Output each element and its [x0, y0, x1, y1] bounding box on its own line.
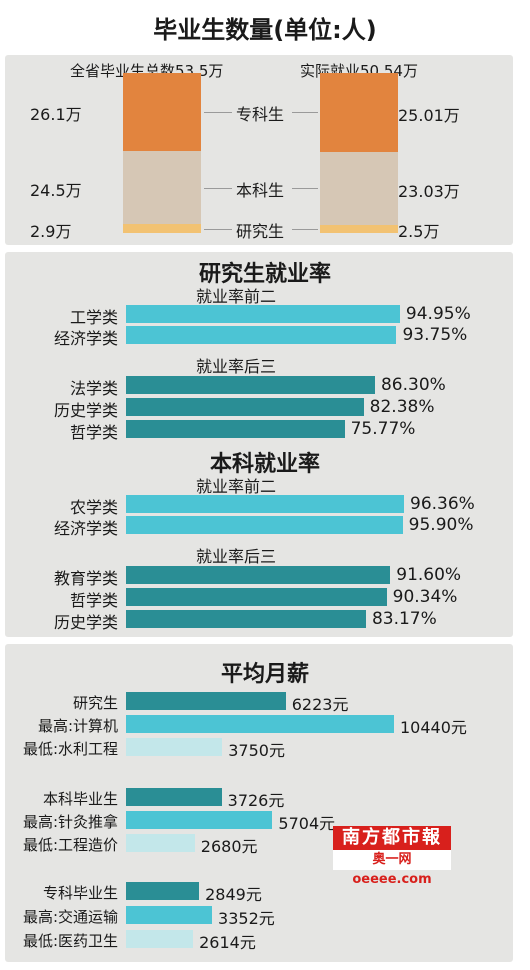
rate-bar	[126, 610, 366, 628]
bar-category-label: 最高:交通运输	[22, 908, 118, 926]
bar-category-label: 工学类	[69, 308, 118, 327]
salary-bar	[126, 811, 273, 829]
group-subtitle: 就业率前二	[196, 477, 277, 496]
bar-category-label: 哲学类	[69, 591, 118, 610]
rate-bar	[126, 566, 391, 584]
bar-value-label: 90.34%	[392, 587, 458, 607]
rate-bar	[126, 398, 364, 416]
bar-category-label: 最低:工程造价	[22, 836, 118, 854]
bar-value-label: 83.17%	[371, 609, 437, 629]
bar-category-label: 历史学类	[53, 613, 118, 632]
bar-category-label: 法学类	[69, 379, 118, 398]
salary-bar	[126, 930, 194, 948]
data-label: 26.1万	[30, 105, 82, 125]
stacked-bar-segment	[320, 152, 398, 226]
stacked-bar-segment	[123, 73, 201, 152]
bar-value-label: 10440元	[400, 718, 467, 737]
salary-bar	[126, 692, 286, 710]
connector-line	[204, 188, 232, 190]
bar-category-label: 最低:医药卫生	[22, 932, 118, 950]
bar-value-label: 82.38%	[369, 397, 435, 417]
bar-category-label: 农学类	[69, 498, 118, 517]
bar-category-label: 专科毕业生	[42, 884, 118, 902]
chart-title: 平均月薪	[220, 662, 309, 687]
connector-line	[292, 112, 318, 114]
stacked-bar-segment	[320, 73, 398, 153]
bar-value-label: 91.60%	[396, 565, 462, 585]
bar-value-label: 3750元	[228, 741, 285, 760]
rate-bar	[126, 326, 397, 344]
rate-bar	[126, 588, 387, 606]
bar-category-label: 本科毕业生	[42, 790, 118, 808]
bar-value-label: 2849元	[205, 885, 262, 904]
bar-value-label: 86.30%	[380, 375, 446, 395]
connector-line	[292, 188, 318, 190]
series-label: 专科生	[236, 105, 285, 125]
page-title: 毕业生数量(单位:人)	[153, 16, 377, 44]
bar-value-label: 6223元	[291, 695, 349, 714]
data-label: 23.03万	[398, 181, 460, 201]
data-label: 2.9万	[30, 221, 72, 241]
connector-line	[204, 112, 232, 114]
bar-category-label: 教育学类	[53, 569, 118, 588]
bar-value-label: 2680元	[200, 837, 258, 856]
group-subtitle: 就业率后三	[196, 547, 277, 566]
bar-category-label: 研究生	[72, 694, 118, 712]
bar-value-label: 75.77%	[350, 419, 416, 439]
chart-title: 本科就业率	[209, 452, 320, 477]
salary-bar	[126, 738, 223, 756]
website-logo: 奥一网 oeeee.com	[333, 850, 451, 887]
bar-value-label: 94.95%	[405, 304, 471, 324]
graduate-count-panel	[5, 55, 513, 245]
rate-bar	[126, 376, 375, 394]
data-label: 25.01万	[398, 105, 460, 125]
bar-category-label: 经济学类	[53, 519, 118, 538]
stacked-bar-segment	[123, 224, 201, 233]
rate-bar	[126, 516, 403, 534]
bar-category-label: 历史学类	[53, 401, 118, 420]
salary-bar	[126, 882, 200, 900]
series-label: 本科生	[236, 181, 285, 201]
bar-value-label: 93.75%	[402, 325, 468, 345]
data-label: 24.5万	[30, 180, 82, 200]
rate-bar	[126, 420, 345, 438]
bar-category-label: 最高:针灸推拿	[22, 813, 118, 831]
bar-value-label: 96.36%	[410, 494, 475, 514]
bar-value-label: 3352元	[218, 909, 275, 928]
stacked-bar-segment	[123, 151, 201, 225]
bar-value-label: 3726元	[227, 791, 285, 810]
bar-value-label: 2614元	[199, 933, 256, 952]
salary-bar	[126, 906, 213, 924]
data-label: 2.5万	[398, 222, 440, 242]
group-subtitle: 就业率后三	[196, 357, 277, 376]
bar-category-label: 最低:水利工程	[22, 740, 118, 758]
salary-bar	[126, 834, 195, 852]
connector-line	[292, 228, 318, 230]
salary-bar	[126, 715, 394, 733]
newspaper-logo: 南方都市報	[333, 826, 451, 850]
chart-title: 研究生就业率	[198, 262, 331, 287]
salary-bar	[126, 788, 222, 806]
bar-category-label: 最高:计算机	[37, 717, 118, 735]
rate-bar	[126, 495, 404, 513]
group-subtitle: 就业率前二	[196, 287, 277, 306]
connector-line	[204, 228, 232, 230]
bar-category-label: 经济学类	[53, 329, 118, 348]
bar-value-label: 95.90%	[408, 515, 474, 535]
rate-bar	[126, 305, 400, 323]
bar-category-label: 哲学类	[69, 423, 118, 442]
bar-value-label: 5704元	[278, 814, 336, 833]
series-label: 研究生	[236, 221, 285, 241]
stacked-bar-segment	[320, 225, 398, 233]
